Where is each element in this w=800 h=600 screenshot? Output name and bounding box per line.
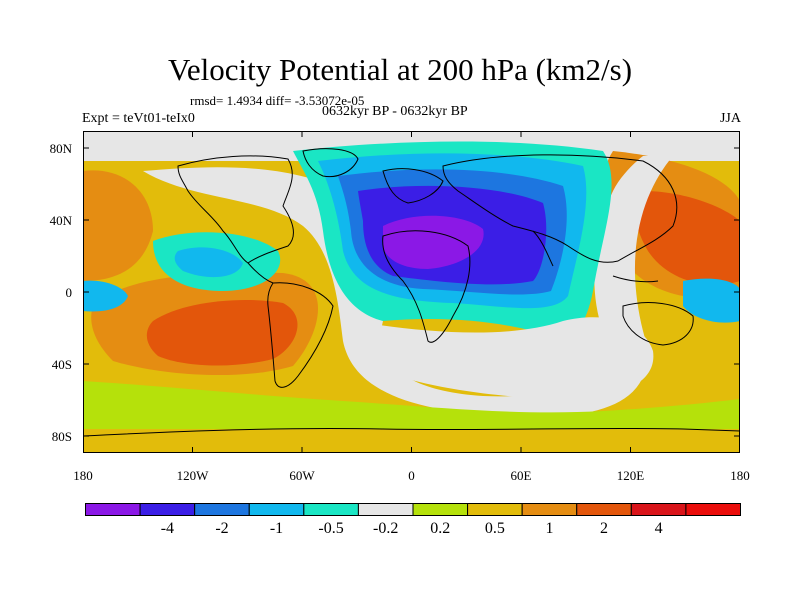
colorbar <box>85 503 741 516</box>
colorbar-box <box>467 503 523 516</box>
lon-label: 120W <box>176 468 209 483</box>
lon-label: 180 <box>730 468 750 483</box>
field-southern-neutral <box>352 317 654 400</box>
lat-label: 40S <box>51 357 72 372</box>
lon-label: 60E <box>510 468 532 483</box>
colorbar-label: -2 <box>215 520 229 537</box>
colorbar-label: 0.2 <box>430 520 451 537</box>
colorbar-box <box>685 503 741 516</box>
colorbar-box <box>248 503 305 516</box>
field-antarctic-band <box>83 429 740 453</box>
colorbar-label: 2 <box>600 520 608 537</box>
colorbar-box <box>139 503 196 516</box>
coast-maritime <box>612 275 659 283</box>
coast-europe <box>382 168 444 204</box>
lon-label: 120E <box>616 468 645 483</box>
colorbar-label: 0.5 <box>484 520 505 537</box>
plot-title: Velocity Potential at 200 hPa (km2/s) <box>167 52 633 87</box>
lon-label: 180 <box>73 468 93 483</box>
colorbar-box <box>357 503 414 516</box>
field-west-pacific-cool <box>683 278 740 323</box>
colorbar-box <box>576 503 632 516</box>
lat-label: 0 <box>65 285 73 300</box>
colorbar-label: -0.5 <box>318 520 344 537</box>
lat-label: 80N <box>49 141 72 156</box>
coast-asia <box>442 154 678 263</box>
colorbar-box <box>630 503 687 516</box>
lon-label: 0 <box>408 468 415 483</box>
lat-label: 40N <box>49 213 72 228</box>
colorbar-label: -4 <box>160 520 175 537</box>
experiment-label: Expt = teVt01-teIx0 <box>82 111 195 126</box>
coast-africa <box>382 230 471 343</box>
contour-fields <box>83 131 740 453</box>
coast-north-america <box>177 155 294 264</box>
field-north-africa-min <box>382 215 484 269</box>
coast-central-america <box>247 262 274 284</box>
field-pacific-west-edge-cool <box>83 280 128 312</box>
coast-australia <box>622 302 694 346</box>
period-label: 0632kyr BP - 0632kyr BP <box>322 104 468 119</box>
coast-antarctica <box>83 427 740 437</box>
field-east-pacific-cool-inner <box>174 247 243 278</box>
velocity-potential-map <box>83 131 740 453</box>
colorbar-box <box>85 503 141 516</box>
coast-india <box>532 230 554 267</box>
season-label: JJA <box>719 111 741 126</box>
lat-label: 80S <box>51 429 72 444</box>
colorbar-label: 1 <box>545 520 554 537</box>
colorbar-box <box>194 503 250 516</box>
field-southern-green <box>83 381 740 431</box>
lon-label: 60W <box>289 468 315 483</box>
colorbar-box <box>303 503 359 516</box>
colorbar-box <box>521 503 578 516</box>
field-north-pacific-orange <box>83 170 153 281</box>
field-west-pacific-red <box>635 191 740 285</box>
colorbar-label: -0.2 <box>373 520 399 537</box>
statistics-line: rmsd= 1.4934 diff= -3.53072e-05 <box>190 93 365 108</box>
coastlines <box>83 148 740 437</box>
colorbar-label: -1 <box>269 520 284 537</box>
coast-greenland <box>302 148 359 178</box>
field-south-pacific-red <box>146 300 298 366</box>
colorbar-label: 4 <box>654 520 663 537</box>
colorbar-box <box>412 503 469 516</box>
coast-south-america <box>267 282 334 388</box>
tick-marks <box>83 131 740 453</box>
